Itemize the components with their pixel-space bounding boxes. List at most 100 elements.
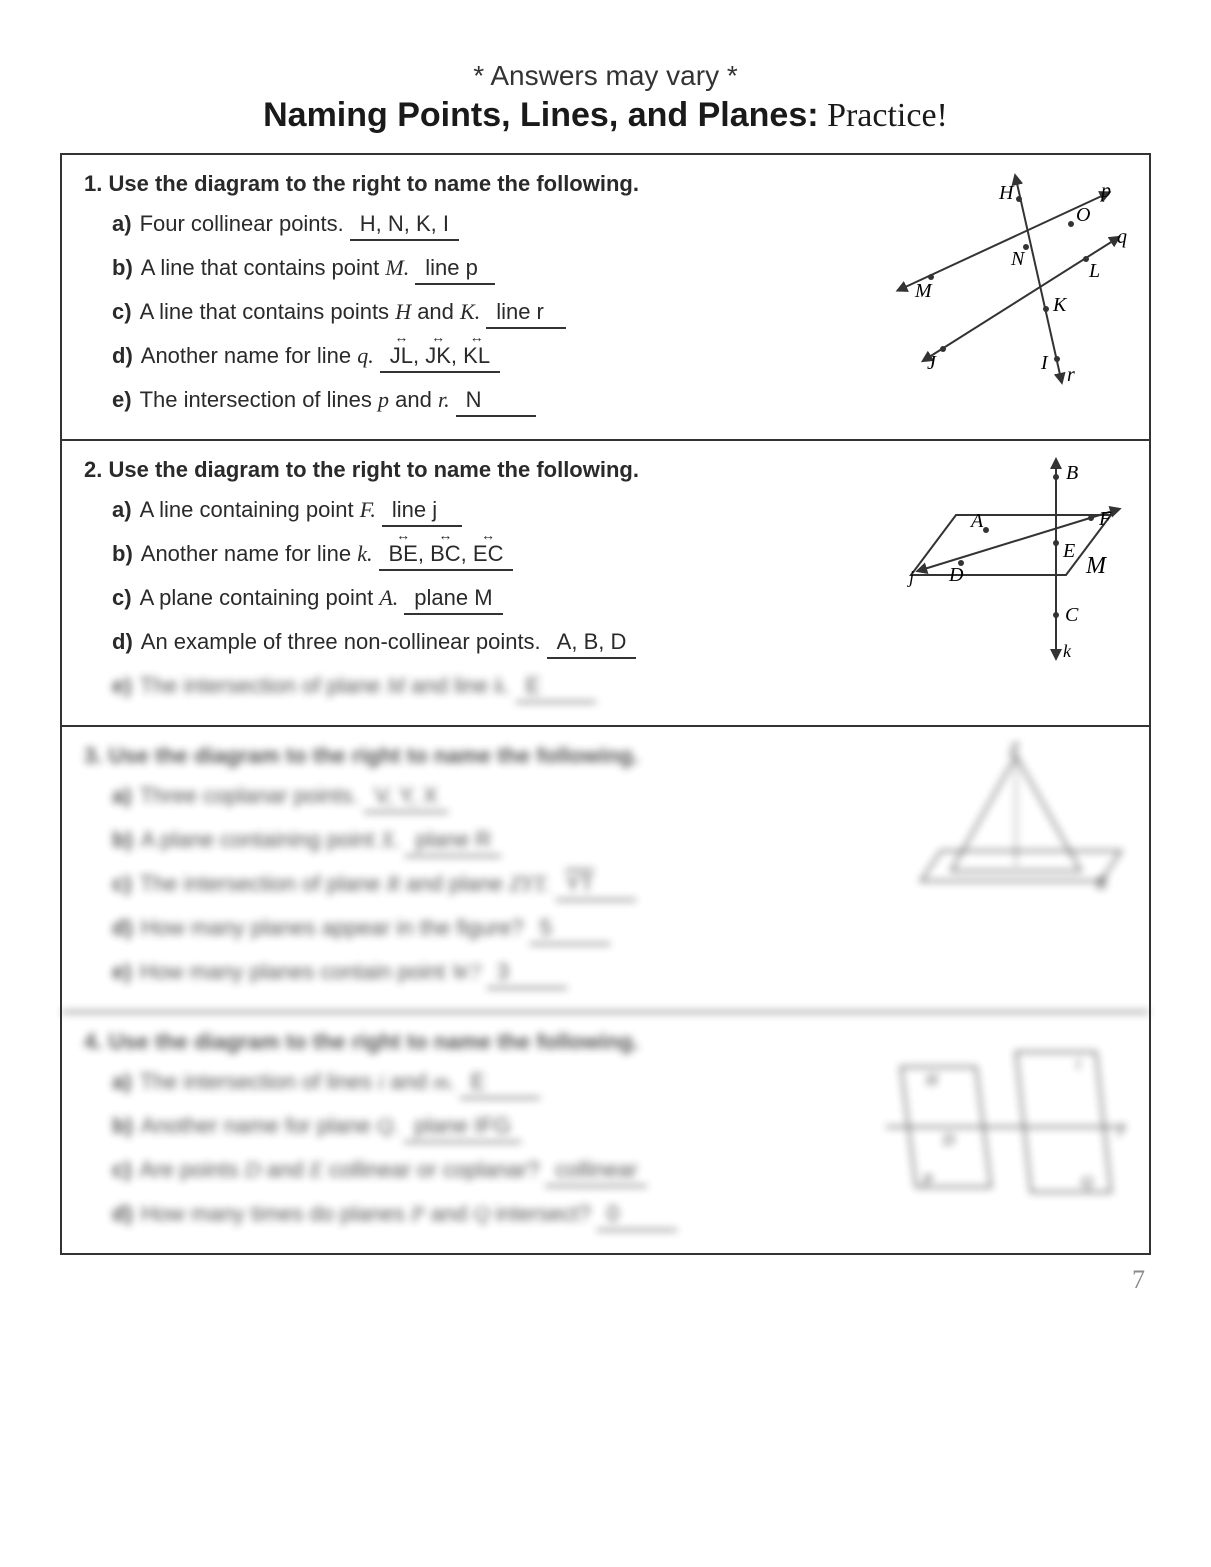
item-answer: E [460,1069,540,1099]
diagram-2: B A F E D M j C k [891,455,1131,665]
item-label: b) [112,541,133,567]
section-2: 2. Use the diagram to the right to name … [62,441,1149,727]
item-answer: H, N, K, I [350,211,459,241]
worksheet-page: * Answers may vary * Naming Points, Line… [60,60,1151,1295]
section-4: 4. Use the diagram to the right to name … [62,1013,1149,1253]
item-label: d) [112,629,133,655]
item-answer: line p [415,255,495,285]
item-answer: 5 [530,915,610,945]
item-text: Another name for line k. [141,541,373,567]
item-text: Another name for plane Q. [141,1113,398,1139]
item-answer: JL, JK, KL [380,343,500,373]
q3e: e) How many planes contain point W? 3 [112,959,1127,989]
item-text: How many planes appear in the figure? [141,915,524,941]
item-answer: collinear [545,1157,647,1187]
item-text: A line that contains points H and K. [140,299,481,325]
item-text: Three coplanar points. [140,783,359,809]
item-answer: N [456,387,536,417]
svg-text:B: B [1066,462,1078,484]
item-label: a) [112,211,132,237]
q1e: e) The intersection of lines p and r. N [112,387,1127,417]
item-label: a) [112,1069,132,1095]
item-answer: plane M [404,585,502,615]
svg-text:q: q [1117,226,1127,248]
item-text: Another name for line q. [141,343,374,369]
svg-text:L: L [1088,260,1100,282]
q2e: e) The intersection of plane M and line … [112,673,1127,703]
svg-text:j: j [1117,1120,1124,1137]
svg-text:H: H [925,1072,939,1089]
item-label: a) [112,497,132,523]
svg-text:Q: Q [1081,1174,1093,1191]
item-label: e) [112,387,132,413]
svg-text:M: M [914,280,933,302]
svg-text:r: r [1067,364,1075,386]
item-text: Are points D and E collinear or coplanar… [140,1157,540,1183]
svg-text:D: D [942,1132,955,1149]
item-label: c) [112,299,132,325]
item-label: b) [112,827,133,853]
item-label: e) [112,673,132,699]
svg-text:N: N [1010,248,1026,270]
item-text: A plane containing point A. [140,585,399,611]
svg-text:H: H [998,182,1015,204]
svg-text:P: P [922,1172,933,1189]
item-text: How many planes contain point W? [140,959,481,985]
item-answer: line j [382,497,462,527]
svg-text:Z: Z [1009,741,1020,759]
item-answer: 0 [597,1201,677,1231]
diagram-4: H D i j P Q [881,1027,1131,1207]
diagram-1: H p O q N L M K J I r [871,169,1131,389]
item-text: A line that contains point M. [141,255,409,281]
item-answer: 3 [487,959,567,989]
item-label: c) [112,585,132,611]
item-text: A line containing point F. [140,497,376,523]
svg-text:k: k [1063,641,1072,661]
svg-text:O: O [1076,204,1090,226]
q-prompt: Use the diagram to the right to name the… [108,171,638,196]
diagram-3: Z R [901,741,1131,921]
svg-text:R: R [1095,873,1107,893]
item-label: c) [112,1157,132,1183]
svg-text:p: p [1099,180,1111,202]
item-label: a) [112,783,132,809]
svg-text:E: E [1062,540,1075,562]
questions-box: 1. Use the diagram to the right to name … [60,153,1151,1255]
answers-note: * Answers may vary * [60,60,1151,92]
section-3: 3. Use the diagram to the right to name … [62,727,1149,1013]
item-text: An example of three non-collinear points… [141,629,541,655]
q-num: 4. [84,1029,102,1054]
page-number: 7 [60,1265,1151,1295]
svg-text:j: j [907,567,914,587]
svg-text:M: M [1085,553,1108,579]
item-answer: E [516,673,596,703]
item-label: c) [112,871,132,897]
svg-text:K: K [1052,294,1068,316]
item-label: b) [112,255,133,281]
page-title: Naming Points, Lines, and Planes: Practi… [60,96,1151,135]
q-num: 1. [84,171,102,196]
item-label: d) [112,1201,133,1227]
q-prompt: Use the diagram to the right to name the… [108,457,638,482]
svg-text:F: F [1098,508,1112,530]
q-prompt: Use the diagram to the right to name the… [108,743,638,768]
item-label: e) [112,959,132,985]
item-answer: plane IFG [404,1113,521,1143]
item-text: The intersection of lines p and r. [140,387,450,413]
item-label: d) [112,915,133,941]
item-answer: A, B, D [547,629,637,659]
item-text: The intersection of plane M and line k. [140,673,510,699]
item-text: Four collinear points. [140,211,344,237]
item-answer: line r [486,299,566,329]
item-text: A plane containing point X. [141,827,400,853]
svg-text:J: J [927,352,937,374]
item-answer: V, Y, X [364,783,447,813]
item-answer: plane R [405,827,501,857]
item-answer: YT [556,871,636,901]
q-num: 2. [84,457,102,482]
item-label: b) [112,1113,133,1139]
item-answer: BE, BC, EC [379,541,514,571]
title-bold: Naming Points, Lines, and Planes: [263,96,818,134]
svg-text:A: A [969,510,984,532]
svg-text:C: C [1065,604,1079,626]
